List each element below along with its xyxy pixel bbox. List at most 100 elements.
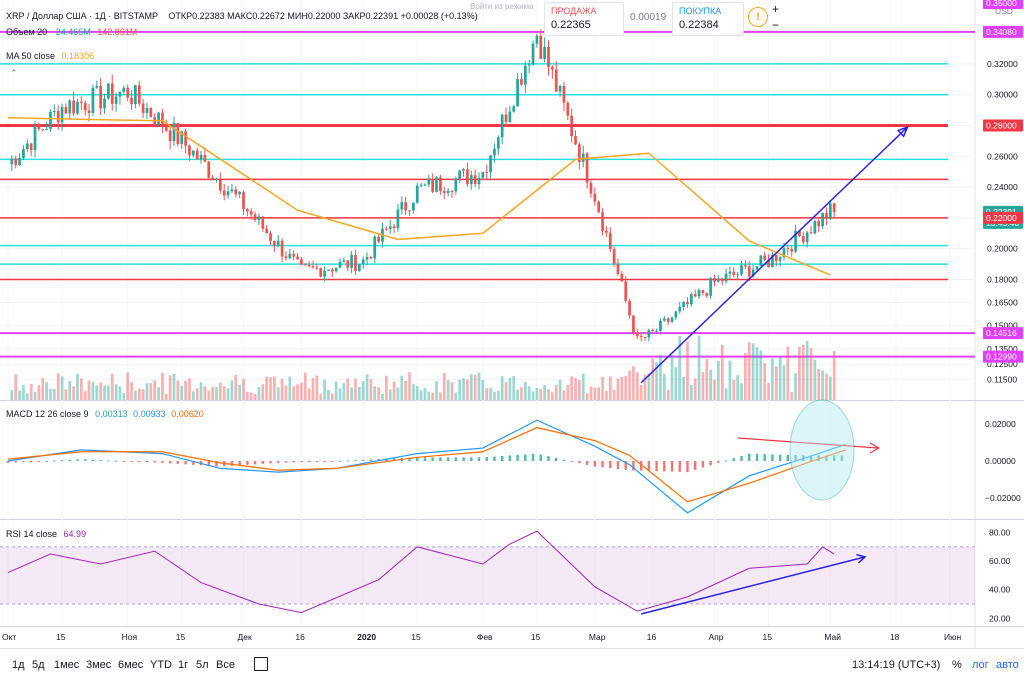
candle-body	[581, 153, 585, 162]
macd-histogram-bar	[408, 457, 411, 461]
volume-bar	[825, 373, 828, 400]
volume-bar	[276, 387, 280, 400]
candle-body	[635, 333, 639, 336]
sell-price: 0.22365	[551, 19, 591, 31]
volume-bar	[713, 379, 716, 400]
volume-bar	[500, 376, 504, 400]
candle-body	[412, 202, 415, 211]
candle-body	[809, 232, 813, 234]
rsi-tick-label: 40.00	[989, 585, 1011, 595]
macd-histogram-bar	[740, 455, 743, 461]
volume-bar	[801, 344, 805, 400]
buy-box[interactable]: ПОКУПКА 0.22384	[672, 2, 744, 36]
volume-bar	[400, 375, 404, 400]
macd-histogram-bar	[763, 454, 766, 461]
candle-body	[585, 153, 589, 183]
candle-body	[551, 66, 554, 70]
range-button-all[interactable]: Все	[216, 659, 235, 671]
candle-body	[64, 107, 68, 114]
macd-histogram-bar	[832, 455, 836, 461]
candle-body	[805, 232, 809, 243]
range-button-1d[interactable]: 1д	[12, 659, 25, 671]
volume-bar	[527, 386, 531, 400]
volume-bar	[307, 388, 311, 400]
rsi-legend-label[interactable]: RSI 14 close	[6, 529, 58, 539]
candle-body	[388, 226, 392, 229]
candle-body	[10, 158, 14, 165]
macd-histogram-bar	[655, 461, 658, 472]
volume-bar	[755, 347, 759, 400]
rsi-tick-label: 60.00	[989, 556, 1011, 566]
volume-bar	[29, 383, 33, 400]
candle-body	[798, 230, 801, 237]
range-button-ytd[interactable]: YTD	[150, 659, 172, 671]
volume-bar	[678, 335, 682, 400]
candle-body	[458, 170, 462, 179]
volume-bar	[412, 384, 415, 400]
macd-histogram-bar	[161, 461, 164, 463]
log-toggle[interactable]: лог	[972, 659, 989, 671]
candle-body	[717, 278, 720, 282]
volume-bar	[767, 382, 770, 400]
volume-bar	[632, 366, 635, 400]
volume-bar	[130, 382, 133, 400]
volume-bar	[261, 384, 265, 400]
volume-bar	[296, 384, 299, 400]
macd-histogram-bar	[130, 461, 133, 462]
range-button-6m[interactable]: 6мес	[118, 659, 144, 671]
macd-histogram-bar	[555, 457, 558, 461]
candle-body	[508, 111, 512, 122]
volume-bar	[782, 365, 786, 400]
candle-body	[269, 233, 272, 242]
macd-histogram-bar	[817, 455, 820, 461]
volume-bar	[531, 391, 535, 400]
macd-legend-label[interactable]: MACD 12 26 close 9	[6, 409, 89, 419]
time-tick-label: Ноя	[122, 632, 138, 642]
range-button-5y[interactable]: 5л	[196, 659, 209, 671]
rsi-tick-label: 20.00	[989, 613, 1011, 623]
range-button-5d[interactable]: 5д	[32, 659, 45, 671]
auto-toggle[interactable]: авто	[996, 659, 1019, 671]
candle-body	[693, 294, 697, 297]
sell-label: ПРОДАЖА	[551, 6, 597, 16]
ma-legend-label[interactable]: MA 50 close	[6, 51, 56, 61]
volume-bar	[805, 340, 809, 400]
candle-body	[493, 148, 496, 156]
range-button-3m[interactable]: 3мес	[86, 659, 112, 671]
candle-body	[778, 257, 782, 261]
candle-body	[801, 236, 805, 243]
chart-canvas[interactable]: 0.32000 0.30000 0.28000 0.26000 0.24000 0.220…	[0, 0, 1024, 648]
candle-body	[311, 266, 315, 268]
sell-box[interactable]: ПРОДАЖА 0.22365	[544, 2, 624, 36]
candle-body	[91, 87, 95, 113]
zoom-in-button[interactable]: +	[772, 2, 780, 16]
macd-histogram-bar	[701, 461, 705, 468]
volume-bar	[134, 390, 137, 400]
clock-time[interactable]: 13:14:19 (UTC+3)	[852, 659, 941, 671]
volume-bar	[624, 375, 628, 400]
candle-body	[828, 203, 832, 219]
zoom-out-button[interactable]: −	[772, 18, 780, 32]
volume-bar	[620, 376, 624, 400]
info-icon[interactable]: !	[748, 7, 768, 27]
volume-bar	[83, 391, 87, 400]
macd-histogram-bar	[632, 461, 635, 471]
candle-body	[253, 214, 257, 221]
symbol-title[interactable]: XRP / Доллар США · 1Д · BITSTAMP	[6, 11, 158, 21]
volume-bar	[717, 360, 720, 400]
candle-body	[489, 155, 492, 173]
candle-body	[327, 269, 330, 271]
volume-bar	[759, 350, 763, 400]
volume-bar	[504, 382, 508, 400]
candle-body	[145, 107, 149, 113]
range-button-1m[interactable]: 1мес	[54, 659, 80, 671]
volume-bar	[265, 376, 269, 400]
volume-bar	[608, 376, 612, 400]
volume-bar	[539, 388, 543, 400]
volume-legend-label[interactable]: Объем 20	[6, 27, 48, 37]
percent-toggle[interactable]: %	[952, 659, 962, 671]
range-button-1y[interactable]: 1г	[178, 659, 189, 671]
collapse-legend-icon[interactable]: ⌃	[10, 68, 18, 78]
goto-date-icon[interactable]	[254, 657, 268, 671]
volume-bar	[473, 374, 477, 400]
